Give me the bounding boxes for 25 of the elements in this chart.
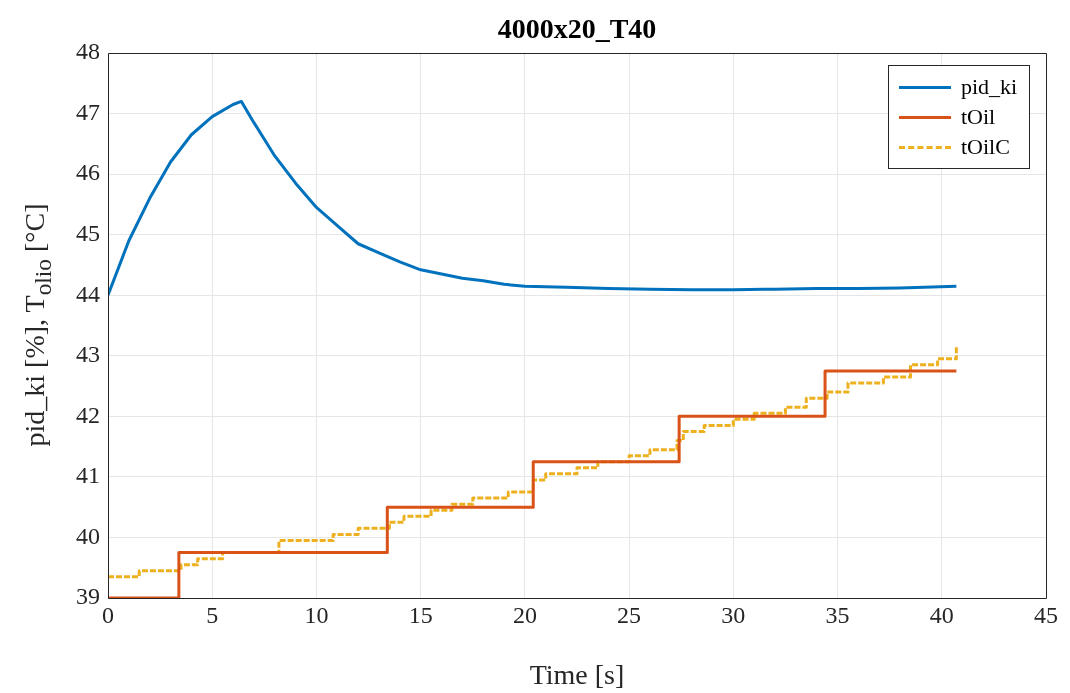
legend-label: pid_ki	[961, 74, 1018, 100]
x-tick-label: 35	[825, 601, 850, 628]
y-tick-label: 47	[76, 98, 100, 125]
y-tick-label: 43	[76, 341, 100, 368]
x-tick-label: 10	[304, 601, 329, 628]
x-axis-title: Time [s]	[529, 658, 625, 690]
y-tick-label: 41	[76, 462, 100, 489]
y-tick-label: 39	[76, 583, 100, 610]
y-tick-label: 42	[76, 401, 100, 428]
x-tick-label: 40	[929, 601, 954, 628]
x-tick-label: 25	[617, 601, 642, 628]
x-tick-label: 20	[512, 601, 537, 628]
y-tick-label: 44	[76, 280, 100, 307]
y-tick-label: 40	[76, 522, 100, 549]
x-tick-label: 15	[408, 601, 433, 628]
x-tick-label: 30	[721, 601, 746, 628]
chart-title: 4000x20_T40	[497, 13, 657, 45]
x-tick-label: 45	[1034, 601, 1058, 628]
y-tick-label: 45	[76, 219, 100, 246]
legend-label: tOil	[961, 104, 996, 130]
legend-label: tOilC	[961, 134, 1010, 160]
y-tick-label: 46	[76, 159, 100, 186]
y-tick-label: 48	[76, 38, 100, 65]
x-tick-label: 0	[102, 601, 114, 628]
x-tick-label: 5	[206, 601, 219, 628]
